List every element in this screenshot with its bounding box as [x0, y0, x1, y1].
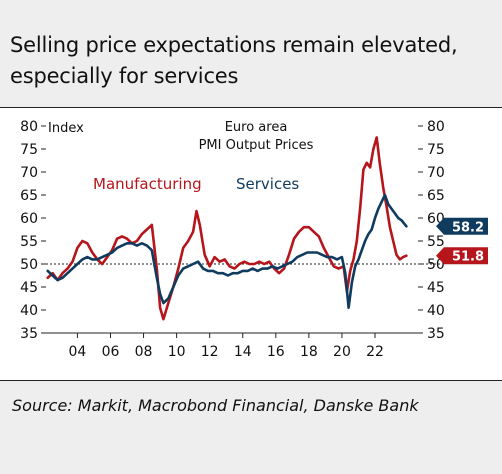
y-tick-label-left-60: 60 — [20, 211, 38, 227]
y-tick-label-right-40: 40 — [427, 303, 445, 319]
chart-panel: 35 40 45 50 55 60 65 70 75 80 35 40 45 50 55 60 65 70 75 8… — [0, 108, 502, 380]
y-tick-label-right-45: 45 — [427, 280, 445, 296]
y-tick-label-left-75: 75 — [20, 142, 38, 158]
end-label-tag-services — [436, 217, 488, 235]
chart-title-heading: Selling price expectations remain elevat… — [10, 33, 458, 88]
end-value-labels: 51.8 58.2 — [436, 217, 488, 265]
x-tick-label-2004: 04 — [68, 344, 86, 360]
y-tick-label-left-35: 35 — [20, 326, 38, 342]
series-line-manufacturing — [46, 136, 408, 321]
x-tick-label-2010: 10 — [168, 344, 186, 360]
series-layer — [46, 136, 408, 321]
y-tick-label-right-70: 70 — [427, 165, 445, 181]
x-tick-label-2006: 06 — [102, 344, 120, 360]
chart-inner-title-line-1: Euro area — [225, 120, 288, 135]
x-tick-label-2022: 22 — [366, 344, 384, 360]
y-tick-label-right-50: 50 — [427, 257, 445, 273]
y-tick-label-right-35: 35 — [427, 326, 445, 342]
source-note: Source: Markit, Macrobond Financial, Dan… — [12, 396, 419, 415]
y-tick-label-left-70: 70 — [20, 165, 38, 181]
legend-manufacturing: Manufacturing — [93, 175, 202, 193]
y-axis-label: Index — [48, 121, 84, 136]
x-axis: 04 06 08 10 12 14 16 18 20 22 — [46, 332, 418, 360]
end-label-tag-manufacturing — [436, 247, 488, 265]
chart-inner-title-line-2: PMI Output Prices — [199, 138, 314, 153]
x-tick-label-2012: 12 — [201, 344, 219, 360]
x-tick-label-2018: 18 — [300, 344, 318, 360]
line-chart: 35 40 45 50 55 60 65 70 75 80 35 40 45 50 55 60 65 70 75 8… — [20, 119, 488, 360]
x-tick-label-2020: 20 — [333, 344, 351, 360]
x-tick-label-2014: 14 — [234, 344, 252, 360]
legend-services: Services — [236, 175, 299, 193]
end-label-manufacturing: 51.8 — [436, 247, 488, 265]
y-tick-label-right-65: 65 — [427, 188, 445, 204]
end-label-value-manufacturing: 51.8 — [452, 250, 484, 265]
y-tick-label-left-80: 80 — [20, 119, 38, 135]
y-tick-label-right-80: 80 — [427, 119, 445, 135]
chart-inner-title: Euro area PMI Output Prices — [199, 120, 314, 153]
y-tick-label-left-55: 55 — [20, 234, 38, 250]
series-line-services — [46, 193, 408, 309]
end-label-services: 58.2 — [436, 217, 488, 235]
x-tick-label-2016: 16 — [267, 344, 285, 360]
bottom-divider — [0, 380, 502, 381]
y-tick-label-left-65: 65 — [20, 188, 38, 204]
y-tick-label-right-75: 75 — [427, 142, 445, 158]
y-tick-label-left-45: 45 — [20, 280, 38, 296]
x-tick-label-2008: 08 — [135, 344, 153, 360]
y-tick-label-left-40: 40 — [20, 303, 38, 319]
top-divider — [0, 107, 502, 108]
y-axis-left: 35 40 45 50 55 60 65 70 75 80 — [20, 119, 46, 342]
y-tick-label-left-50: 50 — [20, 257, 38, 273]
y-tick-label-right-55: 55 — [427, 234, 445, 250]
end-label-value-services: 58.2 — [452, 220, 484, 235]
